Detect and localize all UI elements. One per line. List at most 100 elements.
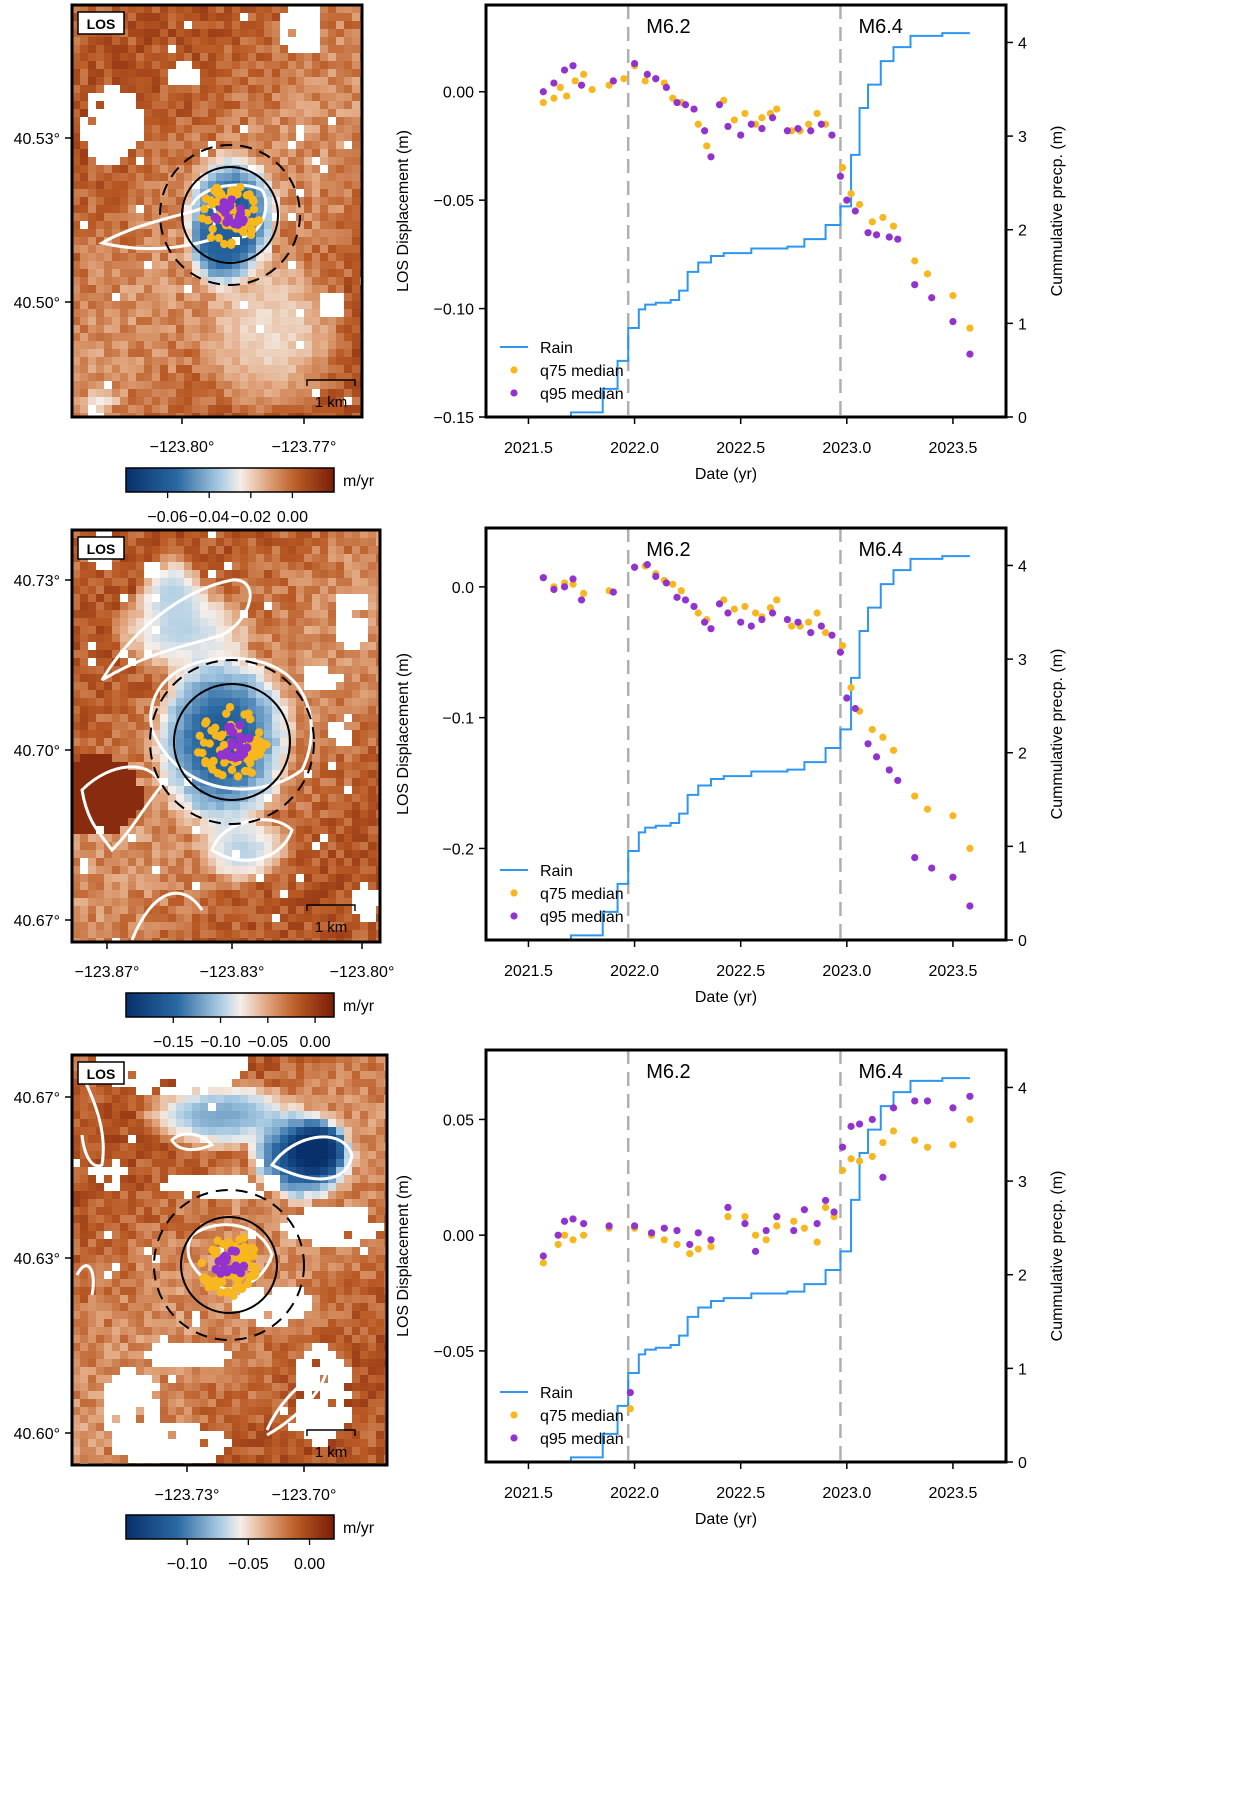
x-tick-label: 2023.0: [822, 1485, 871, 1502]
q95-point: [701, 618, 709, 626]
colorbar-tick-label: −0.05: [248, 1034, 289, 1051]
q95-point: [626, 1388, 634, 1397]
legend-rain-label: Rain: [540, 863, 573, 880]
x-tick-label: 2023.0: [822, 440, 871, 457]
q95-pixel: [212, 214, 222, 224]
map-x-tick-label: −123.87°: [75, 964, 140, 981]
q75-pixel: [239, 228, 248, 237]
q75-pixel: [229, 1291, 238, 1300]
q75-point: [569, 1236, 577, 1244]
q95-point: [539, 1252, 547, 1260]
map-y-tick-label: 40.67°: [14, 1090, 60, 1107]
y2-axis-label: Cummulative precp. (m): [1049, 1171, 1066, 1342]
q95-point: [813, 1219, 821, 1228]
y2-tick-label: 1: [1018, 316, 1027, 333]
q95-point: [609, 77, 617, 85]
q75-point: [949, 1141, 957, 1149]
q75-point: [923, 270, 932, 278]
q95-point: [911, 854, 919, 862]
anomaly-outline: [149, 656, 313, 791]
q95-point: [773, 1213, 781, 1221]
los-badge-box: [77, 1061, 125, 1085]
map-x-tick-label: −123.73°: [155, 1487, 220, 1504]
x-tick-label: 2022.0: [610, 440, 659, 457]
q95-point: [577, 81, 586, 89]
q95-pixel: [220, 208, 230, 217]
map-y-tick-label: 40.73°: [14, 573, 60, 590]
q75-pixel: [249, 205, 258, 214]
q95-point: [794, 125, 802, 133]
q95-point: [630, 1222, 639, 1230]
q95-point: [569, 1215, 577, 1223]
colorbar-gradient: [125, 467, 335, 493]
anomaly-outline: [190, 183, 268, 239]
q75-point: [923, 1143, 932, 1151]
q75-point: [889, 1127, 898, 1135]
q75-point: [949, 812, 957, 820]
q95-point: [724, 1203, 732, 1211]
map-x-tick-label: −123.77°: [272, 439, 337, 456]
q75-point: [694, 1245, 702, 1253]
colorbar-tick-label: 0.00: [294, 1556, 325, 1573]
q95-point: [605, 1222, 613, 1230]
q95-pixel: [222, 748, 231, 757]
q95-pixel: [236, 204, 246, 213]
y-tick-label: −0.15: [434, 410, 475, 427]
q75-point: [966, 324, 974, 332]
q95-point: [847, 1122, 855, 1130]
q95-point: [673, 98, 681, 107]
q95-point: [560, 66, 569, 74]
q95-point: [889, 1104, 898, 1112]
q95-point: [830, 1208, 838, 1216]
anomaly-outline: [210, 818, 294, 862]
q95-point: [681, 101, 690, 109]
q95-point: [686, 1240, 694, 1249]
map-y-tick-label: 40.70°: [14, 743, 60, 760]
q75-point: [847, 683, 855, 692]
q75-point: [805, 120, 813, 128]
q75-pixel: [245, 758, 255, 768]
legend-q75-label: q75 median: [540, 363, 624, 380]
q95-point: [836, 172, 845, 180]
q75-point: [788, 622, 796, 630]
x-tick-label: 2023.5: [928, 440, 977, 457]
q75-pixel: [217, 189, 226, 199]
q95-point: [879, 1173, 887, 1181]
q95-point: [569, 575, 577, 583]
legend-q75-label: q75 median: [540, 886, 624, 903]
q95-point: [724, 609, 732, 617]
q75-pixel: [193, 748, 203, 757]
q95-point: [894, 776, 902, 785]
q75-pixel: [208, 765, 217, 774]
q75-pixel: [242, 191, 252, 200]
q95-point: [966, 1092, 974, 1100]
q95-pixel: [214, 1256, 224, 1266]
event-label: M6.4: [858, 539, 902, 561]
y-tick-label: −0.05: [434, 1344, 475, 1361]
y2-tick-label: 2: [1018, 223, 1027, 240]
plot-area: [539, 528, 974, 940]
q75-pixel: [213, 1236, 222, 1245]
q75-point: [855, 200, 864, 209]
q75-point: [550, 94, 558, 102]
q75-point: [751, 1231, 760, 1239]
q75-point: [879, 1138, 887, 1147]
q95-pixel: [225, 201, 235, 211]
q95-point: [843, 196, 851, 204]
q75-pixel: [247, 225, 257, 234]
q75-point: [889, 222, 898, 230]
q95-point: [872, 231, 881, 239]
q95-point: [768, 114, 777, 122]
scale-bar: [306, 379, 356, 386]
q95-point: [737, 618, 745, 626]
plot-area: [539, 1050, 974, 1462]
x-tick-label: 2023.5: [928, 1485, 977, 1502]
q75-pixel: [202, 717, 211, 726]
legend-rain-label: Rain: [540, 1385, 573, 1402]
anomaly-outline: [80, 1074, 105, 1168]
q95-point: [694, 1229, 702, 1237]
scale-bar: [306, 904, 356, 911]
q75-pixel: [227, 765, 237, 775]
colorbar-3: m/yr −0.10 −0.05 0.00: [125, 1514, 375, 1573]
q95-point: [768, 609, 777, 617]
